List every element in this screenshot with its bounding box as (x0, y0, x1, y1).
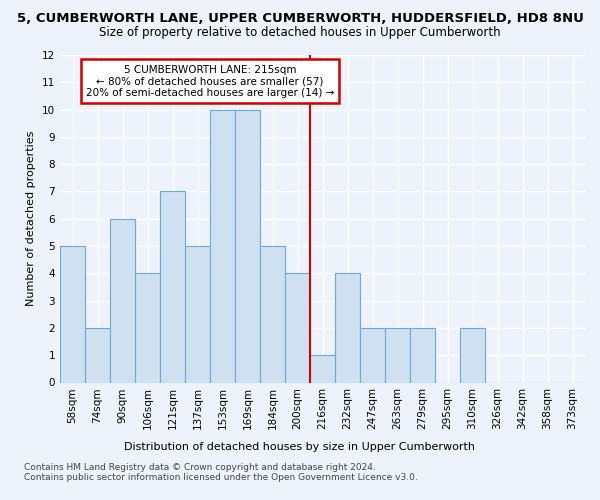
Bar (310, 355, 335, 382)
Bar (260, 246, 285, 382)
Bar (185, 246, 210, 382)
Bar (285, 274, 310, 382)
Bar (60, 246, 85, 382)
Text: Size of property relative to detached houses in Upper Cumberworth: Size of property relative to detached ho… (99, 26, 501, 39)
Bar (85, 328, 110, 382)
Bar (460, 328, 485, 382)
Text: Distribution of detached houses by size in Upper Cumberworth: Distribution of detached houses by size … (125, 442, 476, 452)
Bar (210, 110, 235, 382)
Text: 5 CUMBERWORTH LANE: 215sqm
← 80% of detached houses are smaller (57)
20% of semi: 5 CUMBERWORTH LANE: 215sqm ← 80% of deta… (86, 64, 334, 98)
Bar (385, 328, 410, 382)
Bar (235, 110, 260, 382)
Bar (160, 192, 185, 382)
Bar (335, 274, 360, 382)
Bar (110, 219, 135, 382)
Bar (360, 328, 385, 382)
Bar (135, 274, 160, 382)
Text: 5, CUMBERWORTH LANE, UPPER CUMBERWORTH, HUDDERSFIELD, HD8 8NU: 5, CUMBERWORTH LANE, UPPER CUMBERWORTH, … (17, 12, 583, 26)
Bar (410, 328, 435, 382)
Text: Contains HM Land Registry data © Crown copyright and database right 2024.
Contai: Contains HM Land Registry data © Crown c… (24, 463, 418, 482)
Y-axis label: Number of detached properties: Number of detached properties (26, 131, 37, 306)
